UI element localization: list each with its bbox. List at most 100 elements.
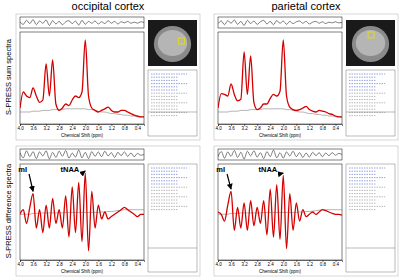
results-table <box>148 164 197 272</box>
x-axis: 4.03.63.22.82.42.01.61.20.80.4 <box>215 124 342 131</box>
table-row <box>151 177 187 178</box>
tick-label: 0.8 <box>122 262 129 267</box>
spectrum-line <box>218 175 342 248</box>
tick-label: 1.6 <box>96 126 103 131</box>
table-row <box>151 206 187 207</box>
table-row <box>151 196 187 197</box>
tick-label: 2.8 <box>57 262 64 267</box>
tick: 2.0 <box>83 124 90 131</box>
table-row <box>349 171 375 172</box>
annotation-arrow <box>81 171 85 174</box>
table-row <box>151 190 177 191</box>
residual-frame <box>218 17 342 28</box>
inset-head <box>352 26 389 62</box>
x-axis: 4.03.63.22.82.42.01.61.20.80.4 <box>17 124 144 131</box>
table-row <box>151 102 187 103</box>
tick: 3.6 <box>30 260 37 267</box>
tick: 3.2 <box>43 124 50 131</box>
table-row <box>349 184 375 185</box>
table-row <box>349 190 375 191</box>
residual-area <box>20 150 144 159</box>
tick-label: 3.6 <box>228 262 235 267</box>
table-box <box>346 164 395 272</box>
results-table <box>346 70 395 136</box>
spectrum-line <box>218 40 342 117</box>
table-divider <box>346 112 395 113</box>
table-box <box>148 164 197 272</box>
annotation-arrow <box>279 173 283 175</box>
table-row <box>151 96 177 97</box>
tick: 2.8 <box>255 124 262 131</box>
tick: 0.8 <box>122 260 129 267</box>
tick-label: 0.8 <box>122 126 129 131</box>
tick-label: 0.4 <box>333 262 340 267</box>
tick-label: 2.0 <box>83 262 90 267</box>
title: parietal cortex <box>271 0 341 12</box>
table-row <box>151 200 177 201</box>
results-table <box>148 70 197 136</box>
table-row <box>151 106 177 107</box>
plot-area <box>218 175 342 248</box>
mri-inset <box>346 20 395 66</box>
residual-area <box>218 150 342 159</box>
tick-label: 0.8 <box>320 126 327 131</box>
tick-label: 2.8 <box>255 126 262 131</box>
table-row <box>151 209 177 210</box>
plot-area <box>20 40 144 117</box>
spectrum-line <box>218 109 342 117</box>
voxel <box>178 38 184 44</box>
tick-label: 2.0 <box>281 262 288 267</box>
table-row <box>151 115 177 116</box>
tick-label: 2.4 <box>70 262 77 267</box>
tick: 1.2 <box>307 124 314 131</box>
table-row <box>349 196 385 197</box>
residual-area <box>218 20 342 25</box>
tick: 0.8 <box>320 124 327 131</box>
tick: 0.4 <box>135 124 142 131</box>
table-row <box>349 115 375 116</box>
table-row <box>349 74 385 75</box>
x-axis-title: Chemical Shift (ppm) <box>61 133 104 138</box>
tick-label: 3.6 <box>228 126 235 131</box>
table-row <box>151 93 187 94</box>
table-row <box>151 171 177 172</box>
tick-label: 1.6 <box>294 126 301 131</box>
table-row <box>349 83 385 84</box>
table-divider <box>148 248 197 249</box>
table-row <box>151 83 187 84</box>
tick: 0.4 <box>135 260 142 267</box>
x-axis-title: Chemical Shift (ppm) <box>259 133 302 138</box>
table-row <box>151 193 177 194</box>
tick: 3.6 <box>228 124 235 131</box>
table-row <box>349 206 385 207</box>
row-label: S-PRESS sum spectra <box>4 38 13 115</box>
tick-label: 1.2 <box>109 126 116 131</box>
plot-frame <box>218 164 342 260</box>
tick: 1.6 <box>96 124 103 131</box>
table-divider <box>346 248 395 249</box>
table-box <box>346 70 395 136</box>
plot-frame <box>218 32 342 124</box>
table-row <box>151 80 177 81</box>
table-row <box>349 209 375 210</box>
table-row <box>349 99 375 100</box>
x-axis: 4.03.63.22.82.42.01.61.20.80.4 <box>17 260 144 267</box>
tick-label: 2.0 <box>281 126 288 131</box>
tick: 3.2 <box>241 260 248 267</box>
panel-frame <box>16 146 200 276</box>
annotation-arrow <box>227 174 231 189</box>
table-row <box>151 99 177 100</box>
tick: 2.0 <box>281 124 288 131</box>
tick: 3.2 <box>43 260 50 267</box>
table-row <box>151 90 177 91</box>
residual-line <box>20 150 144 159</box>
plot-frame <box>20 32 144 124</box>
residual-frame <box>218 149 342 160</box>
table-row <box>151 174 177 175</box>
table-row <box>151 109 177 110</box>
tick: 3.6 <box>228 260 235 267</box>
plot-area <box>218 40 342 117</box>
table-row <box>349 187 385 188</box>
tick-label: 3.2 <box>43 126 50 131</box>
panel-frame <box>214 146 398 276</box>
